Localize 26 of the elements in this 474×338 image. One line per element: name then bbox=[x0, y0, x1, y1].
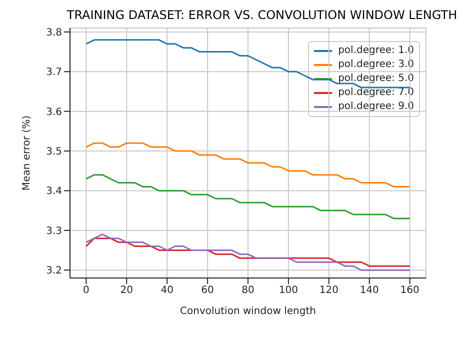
x-tick-label: 40 bbox=[160, 285, 174, 296]
x-tick-label: 140 bbox=[360, 285, 379, 296]
x-tick-label: 20 bbox=[120, 285, 134, 296]
y-tick-label: 3.4 bbox=[46, 186, 62, 198]
y-tick-label: 3.8 bbox=[46, 28, 62, 39]
y-tick-label: 3.2 bbox=[46, 266, 62, 277]
y-tick-label: 3.6 bbox=[46, 106, 62, 118]
x-tick-label: 120 bbox=[319, 285, 338, 296]
x-tick-label: 160 bbox=[400, 285, 420, 296]
legend-label: pol.degree: 1.0 bbox=[338, 44, 414, 58]
chart-title: TRAINING DATASET: ERROR VS. CONVOLUTION WINDOW LENGTH bbox=[66, 8, 458, 24]
y-axis-title: Mean error (%) bbox=[22, 115, 33, 191]
y-tick-label: 3.3 bbox=[46, 226, 62, 237]
line-series bbox=[85, 142, 411, 188]
legend-label: pol.degree: 7.0 bbox=[338, 86, 414, 100]
line-series bbox=[85, 174, 411, 220]
y-tick-label: 3.7 bbox=[46, 67, 62, 78]
x-tick-label: 100 bbox=[278, 285, 298, 296]
legend-label: pol.degree: 5.0 bbox=[338, 72, 414, 86]
y-tick-label: 3.5 bbox=[46, 146, 62, 158]
x-tick-label: 80 bbox=[242, 285, 254, 296]
legend-label: pol.degree: 3.0 bbox=[338, 58, 414, 72]
x-tick-label: 60 bbox=[201, 285, 214, 296]
x-axis-title: Convolution window length bbox=[180, 306, 316, 317]
legend-label: pol.degree: 9.0 bbox=[338, 100, 414, 114]
x-tick-label: 0 bbox=[82, 285, 90, 296]
